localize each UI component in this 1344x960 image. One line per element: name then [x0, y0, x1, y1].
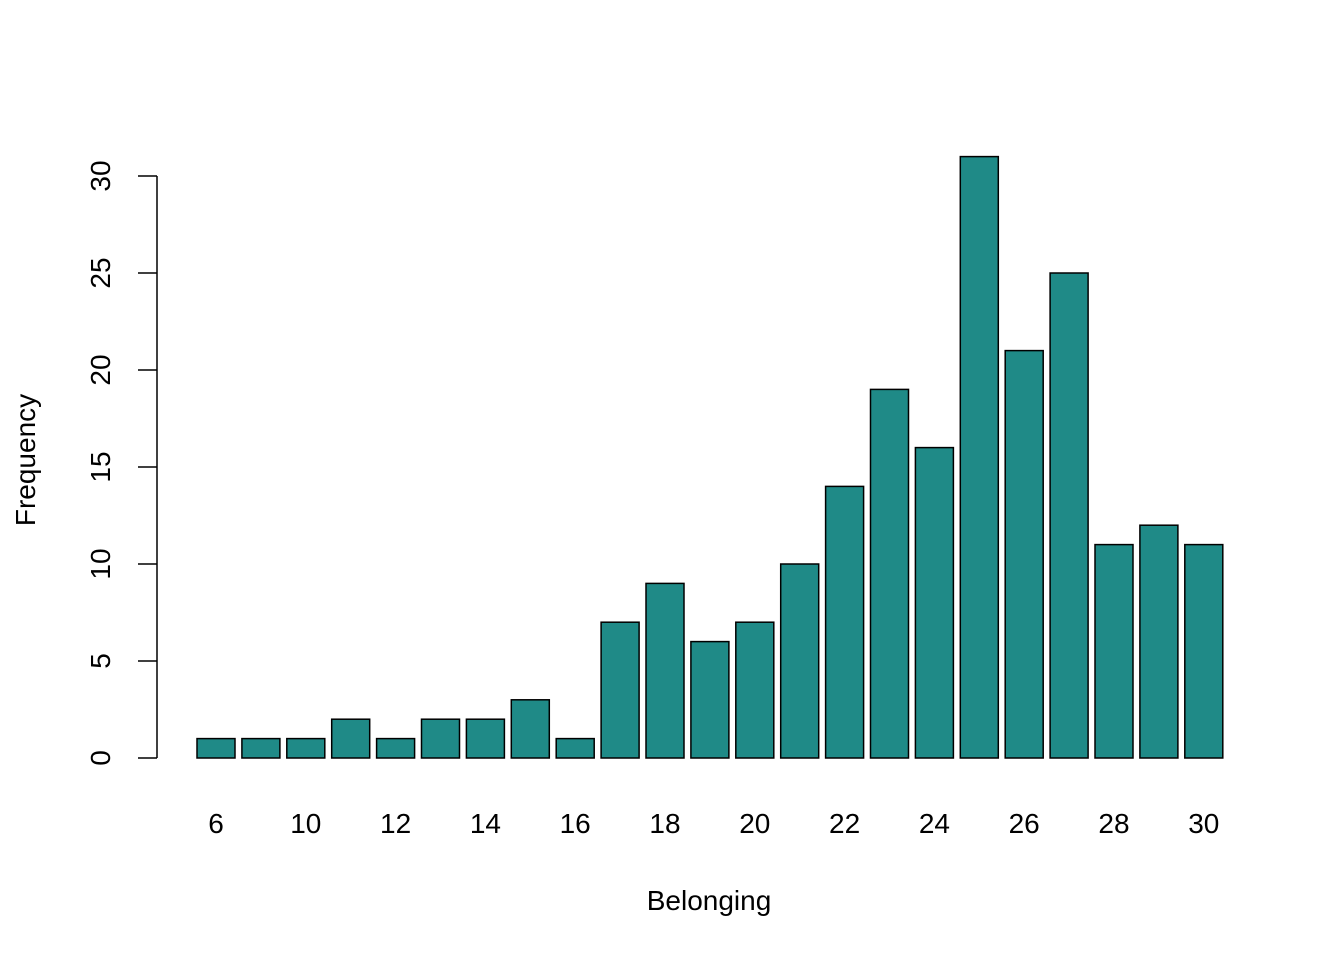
bar-6 — [196, 737, 236, 759]
x-tick-label: 12 — [380, 808, 411, 839]
bar-10 — [286, 737, 326, 759]
bar-16 — [555, 737, 595, 759]
bar-30 — [1184, 543, 1224, 759]
bar-27 — [1049, 272, 1089, 759]
bar-29 — [1139, 524, 1179, 759]
y-tick-label: 10 — [85, 548, 116, 579]
x-axis-labels: 6 10 12 14 16 18 20 22 24 26 28 30 — [208, 808, 1219, 839]
x-tick-label: 22 — [829, 808, 860, 839]
x-tick-label: 16 — [560, 808, 591, 839]
bar-21 — [779, 563, 820, 759]
bar-14 — [465, 718, 506, 759]
y-tick-label: 0 — [85, 750, 116, 766]
bar-13 — [420, 718, 461, 759]
x-tick-label: 6 — [208, 808, 224, 839]
bar-20 — [735, 621, 775, 759]
bar-11 — [330, 718, 371, 759]
bar-18 — [645, 582, 685, 759]
x-tick-label: 28 — [1098, 808, 1129, 839]
y-axis-title: Frequency — [10, 394, 41, 526]
bar-7 — [241, 737, 281, 759]
bar-22 — [824, 485, 865, 759]
x-tick-label: 10 — [290, 808, 321, 839]
y-tick-label: 25 — [85, 257, 116, 288]
x-tick-label: 14 — [470, 808, 501, 839]
x-tick-label: 30 — [1188, 808, 1219, 839]
bar-26 — [1004, 349, 1044, 759]
x-tick-label: 26 — [1009, 808, 1040, 839]
y-tick-label: 15 — [85, 451, 116, 482]
y-tick-label: 30 — [85, 160, 116, 191]
bar-12 — [375, 737, 416, 759]
bar-28 — [1094, 543, 1134, 759]
bar-23 — [869, 388, 910, 759]
x-tick-label: 24 — [919, 808, 950, 839]
bar-19 — [690, 640, 730, 759]
bar-17 — [600, 621, 640, 759]
bars — [196, 155, 1224, 759]
y-tick-label: 20 — [85, 354, 116, 385]
y-tick-label: 5 — [85, 653, 116, 669]
bar-15 — [510, 699, 551, 759]
x-tick-label: 18 — [649, 808, 680, 839]
x-axis-title: Belonging — [647, 885, 772, 916]
y-axis: 0 5 10 15 20 25 30 — [85, 160, 158, 766]
bar-24 — [914, 446, 955, 759]
x-tick-label: 20 — [739, 808, 770, 839]
bar-25 — [959, 155, 1000, 759]
